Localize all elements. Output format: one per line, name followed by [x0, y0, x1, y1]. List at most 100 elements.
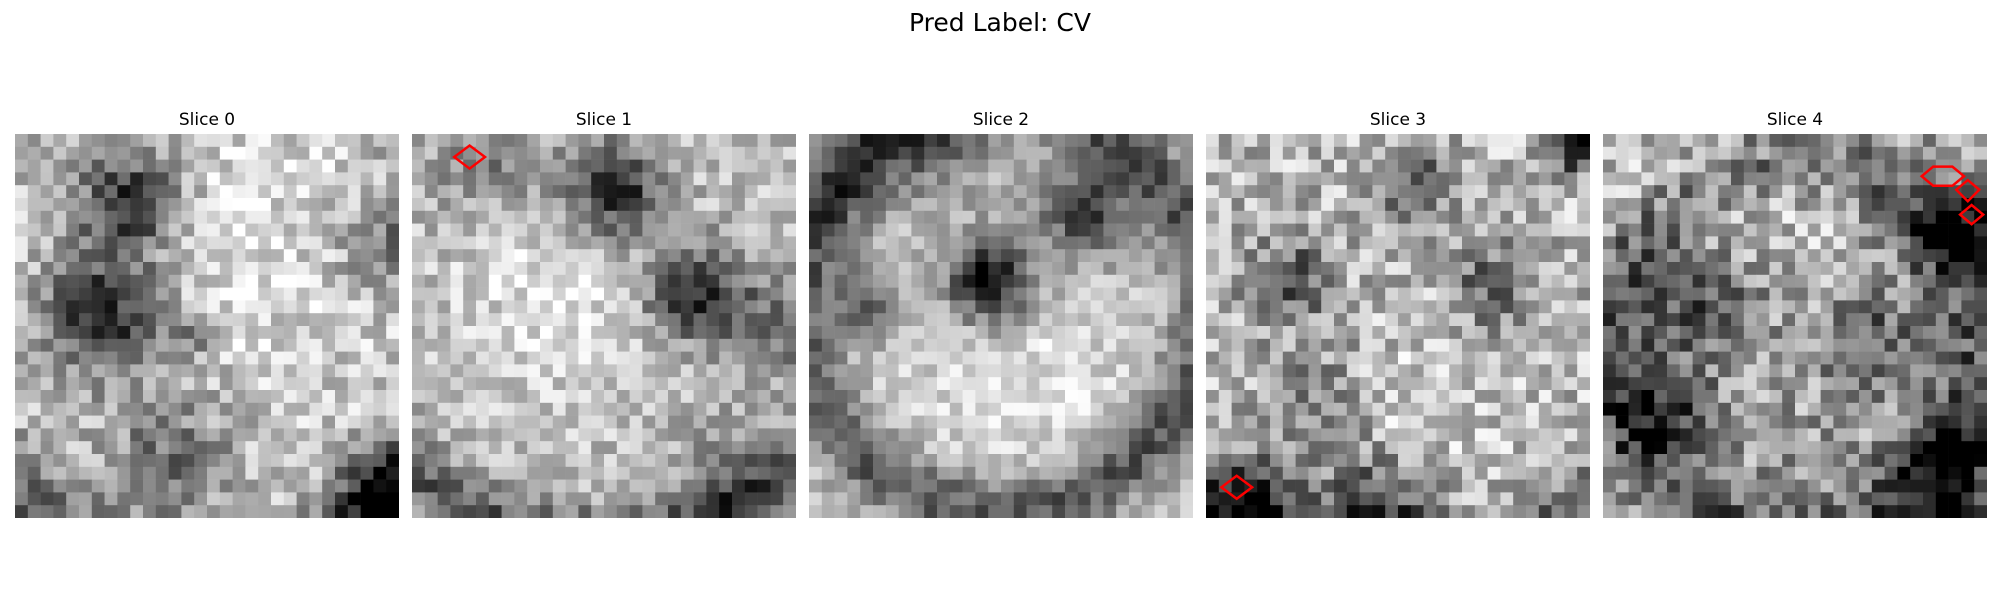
pixel-cell	[1346, 441, 1360, 455]
pixel-cell	[1026, 377, 1040, 391]
pixel-cell	[463, 479, 477, 493]
pixel-cell	[514, 492, 528, 506]
pixel-cell	[1692, 390, 1706, 404]
pixel-cell	[1052, 249, 1066, 263]
pixel-cell	[1820, 479, 1834, 493]
pixel-cell	[1487, 326, 1501, 340]
pixel-cell	[347, 172, 361, 186]
pixel-cell	[373, 146, 387, 160]
pixel-cell	[1026, 198, 1040, 212]
pixel-cell	[1257, 441, 1271, 455]
pixel-cell	[1628, 338, 1642, 352]
pixel-cell	[744, 274, 758, 288]
pixel-cell	[1346, 287, 1360, 301]
pixel-cell	[194, 454, 208, 468]
pixel-cell	[463, 466, 477, 480]
pixel-cell	[1154, 210, 1168, 224]
pixel-cell	[143, 287, 157, 301]
pixel-cell	[1577, 415, 1590, 429]
pixel-cell	[1334, 287, 1348, 301]
pixel-cell	[1398, 364, 1412, 378]
pixel-cell	[770, 172, 784, 186]
pixel-cell	[604, 441, 618, 455]
pixel-cell	[1410, 479, 1424, 493]
pixel-cell	[1154, 390, 1168, 404]
pixel-cell	[1116, 287, 1130, 301]
pixel-cell	[1359, 351, 1373, 365]
pixel-cell	[1513, 249, 1527, 263]
slice-image-0	[15, 134, 399, 518]
pixel-cell	[27, 326, 41, 340]
pixel-cell	[1295, 402, 1309, 416]
pixel-cell	[168, 249, 182, 263]
pixel-cell	[1462, 287, 1476, 301]
pixel-cell	[347, 466, 361, 480]
pixel-cell	[1564, 146, 1578, 160]
pixel-cell	[706, 172, 720, 186]
pixel-cell	[642, 185, 656, 199]
pixel-cell	[1410, 287, 1424, 301]
pixel-cell	[232, 492, 246, 506]
pixel-cell	[309, 415, 323, 429]
pixel-cell	[565, 223, 579, 237]
pixel-cell	[271, 172, 285, 186]
pixel-cell	[104, 428, 118, 442]
pixel-cell	[219, 364, 233, 378]
pixel-cell	[1282, 402, 1296, 416]
pixel-cell	[937, 313, 951, 327]
pixel-cell	[1679, 364, 1693, 378]
pixel-cell	[911, 223, 925, 237]
pixel-cell	[1436, 338, 1450, 352]
pixel-cell	[1500, 402, 1514, 416]
pixel-cell	[79, 466, 93, 480]
pixel-cell	[1218, 236, 1232, 250]
pixel-cell	[1551, 466, 1565, 480]
pixel-cell	[181, 454, 195, 468]
pixel-cell	[1961, 146, 1975, 160]
pixel-cell	[1321, 159, 1335, 173]
pixel-cell	[104, 198, 118, 212]
pixel-cell	[1628, 262, 1642, 276]
pixel-cell	[1859, 428, 1873, 442]
pixel-cell	[1167, 313, 1181, 327]
pixel-cell	[130, 236, 144, 250]
pixel-cell	[386, 326, 399, 340]
pixel-cell	[1295, 313, 1309, 327]
pixel-cell	[732, 134, 746, 148]
pixel-cell	[335, 505, 349, 518]
pixel-cell	[1500, 146, 1514, 160]
pixel-cell	[1026, 134, 1040, 148]
pixel-cell	[1116, 185, 1130, 199]
pixel-cell	[642, 210, 656, 224]
pixel-cell	[744, 134, 758, 148]
pixel-cell	[271, 198, 285, 212]
pixel-cell	[860, 262, 874, 276]
pixel-cell	[937, 185, 951, 199]
pixel-cell	[1974, 402, 1987, 416]
pixel-cell	[1654, 402, 1668, 416]
pixel-cell	[552, 146, 566, 160]
pixel-cell	[27, 223, 41, 237]
pixel-cell	[1359, 326, 1373, 340]
pixel-cell	[1167, 146, 1181, 160]
pixel-cell	[1398, 377, 1412, 391]
pixel-cell	[1513, 364, 1527, 378]
pixel-cell	[770, 479, 784, 493]
pixel-cell	[181, 300, 195, 314]
pixel-cell	[591, 441, 605, 455]
pixel-cell	[1884, 326, 1898, 340]
pixel-cell	[1295, 454, 1309, 468]
pixel-cell	[1641, 198, 1655, 212]
pixel-cell	[962, 428, 976, 442]
pixel-cell	[1180, 479, 1193, 493]
pixel-cell	[271, 326, 285, 340]
pixel-cell	[540, 146, 554, 160]
pixel-cell	[104, 172, 118, 186]
pixel-cell	[53, 441, 67, 455]
pixel-cell	[885, 223, 899, 237]
pixel-cell	[437, 146, 451, 160]
pixel-cell	[668, 185, 682, 199]
pixel-cell	[360, 466, 374, 480]
pixel-cell	[962, 198, 976, 212]
pixel-cell	[117, 313, 131, 327]
